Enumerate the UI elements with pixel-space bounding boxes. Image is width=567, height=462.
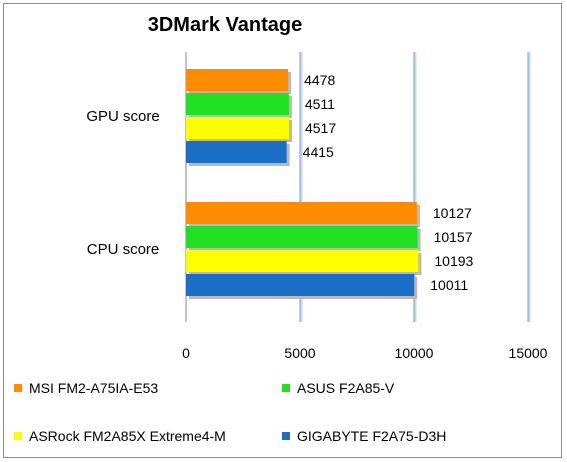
bar <box>186 69 289 91</box>
data-label: 4511 <box>305 96 335 112</box>
data-label: 4415 <box>303 144 334 160</box>
bar <box>186 93 289 115</box>
category-label: GPU score <box>86 108 159 125</box>
data-label: 10193 <box>434 253 473 269</box>
bar <box>186 117 289 139</box>
data-label: 10127 <box>433 205 472 221</box>
bar <box>186 274 415 296</box>
data-label: 10011 <box>430 277 468 293</box>
bar <box>186 141 287 163</box>
bar <box>186 250 419 272</box>
bar <box>186 202 417 224</box>
x-tick-label: 5000 <box>284 345 315 361</box>
data-label: 4478 <box>304 72 335 88</box>
x-tick-label: 0 <box>182 345 190 361</box>
bar <box>186 226 418 248</box>
category-label: CPU score <box>87 241 160 258</box>
chart-title: 3DMark Vantage <box>147 14 303 36</box>
data-label: 10157 <box>434 229 473 245</box>
x-tick-label: 15000 <box>509 345 548 361</box>
data-label: 4517 <box>305 120 336 136</box>
x-tick-label: 10000 <box>395 345 434 361</box>
